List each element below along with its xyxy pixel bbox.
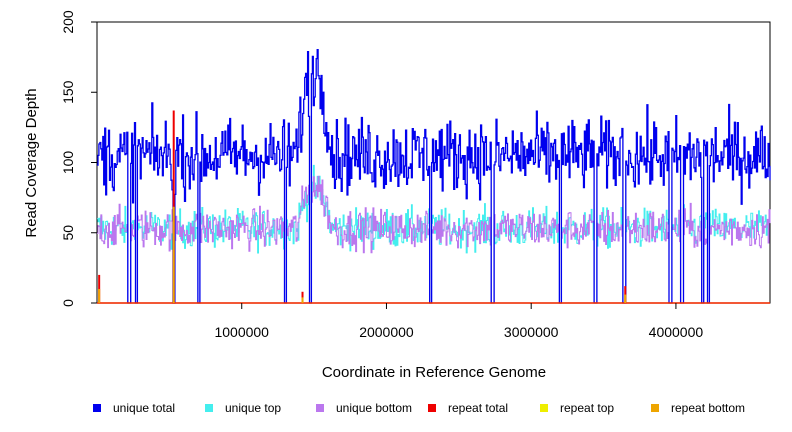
x-tick-label: 2000000 bbox=[359, 324, 414, 340]
x-tick-label: 1000000 bbox=[214, 324, 269, 340]
legend-swatch bbox=[540, 404, 548, 412]
legend-label: unique top bbox=[225, 401, 281, 415]
y-tick-label: 150 bbox=[60, 80, 76, 104]
legend-label: repeat bottom bbox=[671, 401, 745, 415]
legend-label: unique bottom bbox=[336, 401, 412, 415]
y-tick-label: 200 bbox=[60, 10, 76, 34]
legend-label: unique total bbox=[113, 401, 175, 415]
y-tick-label: 50 bbox=[60, 225, 76, 241]
legend-label: repeat top bbox=[560, 401, 614, 415]
legend-swatch bbox=[205, 404, 213, 412]
legend: unique total unique top unique bottom repea… bbox=[93, 401, 745, 415]
legend-label: repeat total bbox=[448, 401, 508, 415]
x-axis-title: Coordinate in Reference Genome bbox=[322, 364, 546, 381]
series-line-unique-total bbox=[97, 48, 771, 304]
series-layer bbox=[97, 48, 771, 304]
legend-swatch bbox=[651, 404, 659, 412]
legend-swatch bbox=[428, 404, 436, 412]
y-axis-title: Read Coverage Depth bbox=[23, 88, 40, 237]
x-tick-label: 3000000 bbox=[504, 324, 559, 340]
legend-swatch bbox=[93, 404, 101, 412]
series-line-unique-bottom bbox=[97, 175, 771, 304]
legend-swatch bbox=[316, 404, 324, 412]
axes-layer: 1000000 2000000 3000000 4000000 0 50 100 150 200 bbox=[60, 10, 703, 340]
y-tick-label: 100 bbox=[60, 151, 76, 175]
y-tick-label: 0 bbox=[60, 299, 76, 307]
x-tick-label: 4000000 bbox=[649, 324, 704, 340]
